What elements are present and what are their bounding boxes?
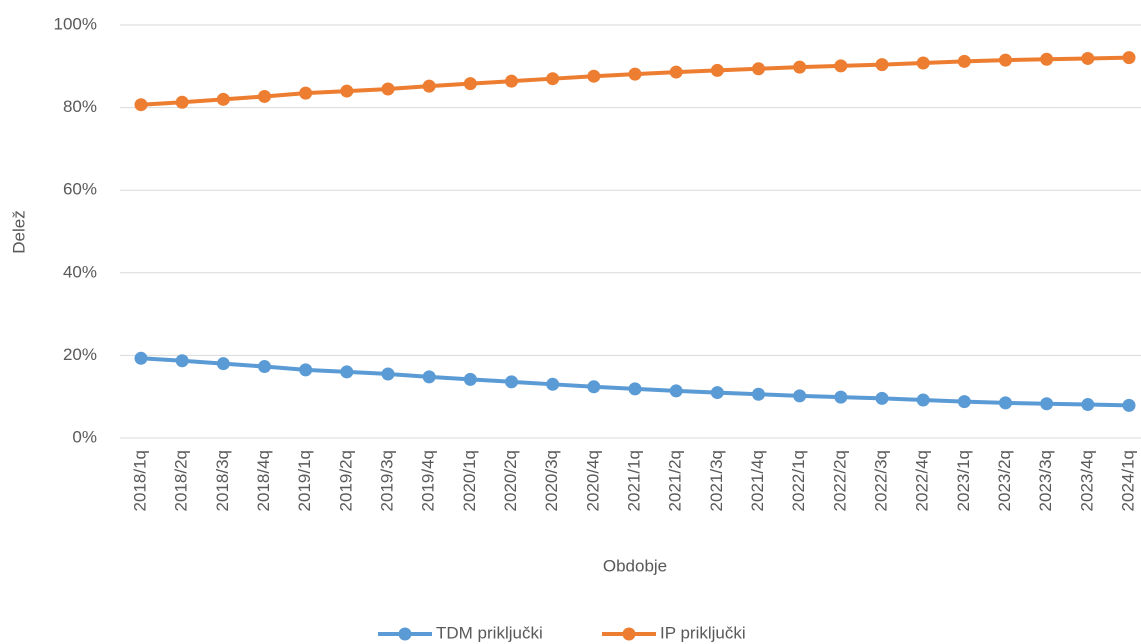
x-tick-label: 2024/1q xyxy=(1118,450,1137,511)
x-tick-label: 2021/1q xyxy=(624,450,643,511)
x-tick-label: 2021/4q xyxy=(748,450,767,511)
series-line xyxy=(140,55,1130,107)
data-point xyxy=(340,365,354,379)
data-point xyxy=(216,357,230,371)
data-point xyxy=(999,53,1012,67)
data-point xyxy=(669,384,683,398)
data-point xyxy=(957,54,971,68)
data-point xyxy=(587,69,601,83)
data-point xyxy=(710,63,724,77)
data-point xyxy=(875,391,889,405)
data-point xyxy=(505,74,518,88)
x-tick-label: 2019/4q xyxy=(419,450,438,511)
x-tick-label: 2018/2q xyxy=(172,450,191,511)
data-point xyxy=(999,396,1012,410)
y-tick-label: 100% xyxy=(54,14,97,33)
y-axis-label: Delež xyxy=(9,210,28,253)
data-point xyxy=(299,86,313,100)
x-tick-label: 2018/4q xyxy=(254,450,273,511)
legend-label: TDM priključki xyxy=(436,623,543,642)
legend-marker xyxy=(398,627,412,641)
data-point xyxy=(381,82,395,96)
data-point xyxy=(1040,52,1054,66)
x-tick-label: 2018/1q xyxy=(130,450,149,511)
data-point xyxy=(669,65,683,79)
y-tick-label: 40% xyxy=(63,262,97,281)
x-tick-label: 2023/2q xyxy=(995,450,1014,511)
data-point xyxy=(957,395,971,409)
data-point xyxy=(299,363,313,377)
data-point xyxy=(1122,398,1136,412)
data-point xyxy=(463,372,477,386)
data-point xyxy=(216,92,230,106)
data-point xyxy=(546,377,560,391)
data-point xyxy=(710,386,724,400)
legend-marker xyxy=(622,627,636,641)
x-tick-label: 2022/1q xyxy=(789,450,808,511)
x-tick-label: 2020/3q xyxy=(542,450,561,511)
data-point xyxy=(1040,397,1054,411)
data-point xyxy=(834,59,848,73)
y-tick-label: 0% xyxy=(72,427,97,446)
data-point xyxy=(752,62,765,76)
data-point xyxy=(793,389,807,403)
data-point xyxy=(175,95,189,109)
data-point xyxy=(752,387,765,401)
data-point xyxy=(1081,398,1095,412)
data-point xyxy=(834,390,848,404)
data-point xyxy=(463,77,477,91)
data-point xyxy=(875,58,889,72)
x-tick-label: 2021/2q xyxy=(666,450,685,511)
x-tick-label: 2022/4q xyxy=(913,450,932,511)
series-line xyxy=(140,356,1130,408)
x-tick-label: 2023/1q xyxy=(954,450,973,511)
data-point xyxy=(628,382,642,396)
y-tick-label: 60% xyxy=(63,180,97,199)
x-tick-label: 2022/2q xyxy=(830,450,849,511)
data-point xyxy=(134,98,148,112)
legend-label: IP priključki xyxy=(660,623,746,642)
data-point xyxy=(1122,51,1136,65)
data-point xyxy=(546,72,560,86)
x-tick-label: 2020/2q xyxy=(501,450,520,511)
data-point xyxy=(793,60,807,74)
data-point xyxy=(381,367,395,381)
x-tick-label: 2023/3q xyxy=(1036,450,1055,511)
x-tick-label: 2019/3q xyxy=(377,450,396,511)
x-tick-label: 2022/3q xyxy=(871,450,890,511)
data-point xyxy=(340,84,354,98)
x-tick-label: 2023/4q xyxy=(1077,450,1096,511)
data-point xyxy=(422,370,436,384)
x-tick-label: 2020/1q xyxy=(460,450,479,511)
data-point xyxy=(422,79,436,93)
data-point xyxy=(258,360,271,374)
y-tick-label: 80% xyxy=(63,97,97,116)
data-point xyxy=(1081,51,1095,65)
x-tick-label: 2020/4q xyxy=(583,450,602,511)
x-tick-label: 2018/3q xyxy=(213,450,232,511)
x-tick-label: 2019/2q xyxy=(336,450,355,511)
data-point xyxy=(175,354,189,368)
data-point xyxy=(628,67,642,81)
x-tick-label: 2021/3q xyxy=(707,450,726,511)
data-point xyxy=(258,89,271,103)
data-point xyxy=(916,56,930,70)
x-axis-label: Obdobje xyxy=(603,556,667,575)
y-tick-label: 20% xyxy=(63,345,97,364)
data-point xyxy=(505,375,518,389)
data-point xyxy=(134,351,148,365)
data-point xyxy=(587,380,601,394)
data-point xyxy=(916,393,930,407)
x-tick-label: 2019/1q xyxy=(295,450,314,511)
